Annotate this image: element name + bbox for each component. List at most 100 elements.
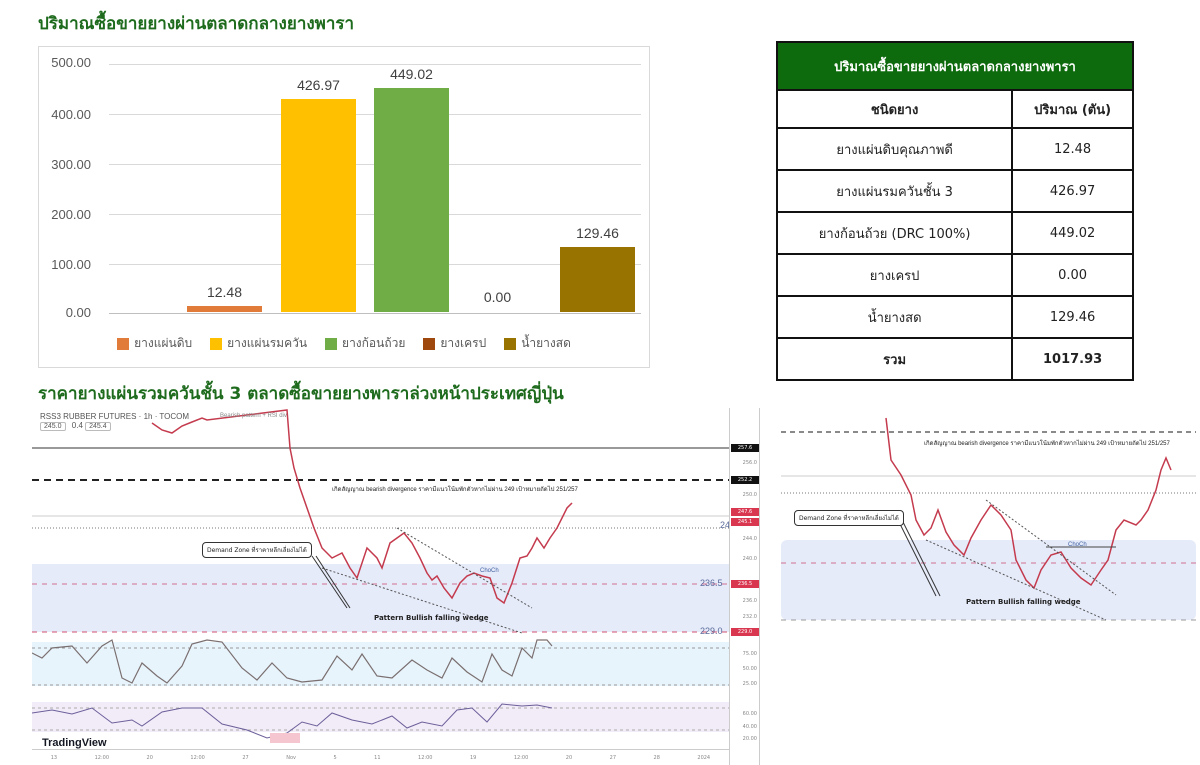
price-tick: 20.00	[742, 736, 757, 742]
legend-item: น้ำยางสด	[504, 334, 571, 353]
bar-raw-sheet	[187, 306, 262, 312]
legend-swatch	[423, 337, 436, 350]
cell-volume: 12.48	[1011, 127, 1134, 171]
time-tick: 11	[374, 754, 381, 761]
cell-type: ยางแผ่นรมควันชั้น 3	[775, 169, 1014, 213]
price-tick: 232.0	[742, 614, 757, 620]
price-tag: 252.2	[731, 476, 759, 484]
bid-box[interactable]: 245.0	[40, 422, 66, 431]
column-header-type: ชนิดยาง	[775, 89, 1014, 129]
y-tick: 300.00	[51, 157, 91, 172]
price-tick: 75.00	[742, 651, 757, 657]
table-title: ปริมาณซื้อขายยางผ่านตลาดกลางยางพารา	[776, 41, 1134, 91]
volume-table: ปริมาณซื้อขายยางผ่านตลาดกลางยางพารา ชนิด…	[775, 41, 1134, 381]
demand-zone-callout: Demand Zone ที่ราคาหลีกเลี่ยงไม่ได้	[794, 510, 904, 526]
indicator-note: Bearish pattern + RSI div	[220, 413, 287, 419]
table-row: น้ำยางสด 129.46	[775, 295, 1134, 339]
price-tick: 236.0	[742, 598, 757, 604]
cell-volume: 0.00	[1011, 253, 1134, 297]
time-tick: 27	[242, 754, 249, 761]
bar-value-label: 0.00	[483, 289, 512, 305]
y-tick: 100.00	[51, 257, 91, 272]
legend-swatch	[117, 337, 130, 350]
legend-item: ยางเครป	[423, 334, 486, 353]
legend-label: ยางก้อนถ้วย	[342, 336, 406, 350]
price-tick: 244.0	[742, 536, 757, 542]
price-tick: 256.0	[742, 460, 757, 466]
bar-chart: 500.00 400.00 300.00 200.00 100.00 0.00 …	[38, 46, 650, 368]
legend-label: ยางแผ่นรมควัน	[227, 336, 308, 350]
y-tick: 400.00	[51, 107, 91, 122]
pattern-label: Pattern Bullish falling wedge	[966, 598, 1081, 606]
table-total-row: รวม 1017.93	[775, 337, 1134, 381]
legend-swatch	[325, 337, 338, 350]
time-tick: 20	[146, 754, 153, 761]
bar-value-label: 129.46	[576, 225, 619, 241]
futures-chart-title: ราคายางแผ่นรวมควันชั้น 3 ตลาดซื้อขายยางพ…	[38, 384, 564, 404]
level-240: 240	[720, 520, 736, 530]
column-header-volume: ปริมาณ (ตัน)	[1011, 89, 1134, 129]
time-tick: 12:00	[418, 754, 433, 761]
zoomed-chart-graphics	[781, 417, 1196, 621]
legend-item: ยางแผ่นดิบ	[117, 334, 192, 353]
time-tick: 12:00	[513, 754, 529, 761]
price-tick: 240.0	[742, 556, 757, 562]
bar-value-label: 426.97	[297, 77, 340, 93]
time-tick: 27	[609, 754, 617, 761]
spread-label: 0.4	[71, 421, 83, 430]
y-tick: 0.00	[65, 305, 91, 320]
ask-box[interactable]: 245.4	[85, 422, 111, 431]
time-tick: 12:00	[94, 754, 110, 761]
time-tick: 2024	[697, 754, 711, 761]
tradingview-logo: TradingView	[42, 737, 107, 749]
legend-swatch	[210, 337, 223, 350]
total-value: 1017.93	[1011, 337, 1134, 381]
cell-volume: 449.02	[1011, 211, 1134, 255]
legend-item: ยางก้อนถ้วย	[325, 334, 405, 353]
price-tag: 245.1	[731, 518, 759, 526]
y-tick: 500.00	[51, 55, 91, 70]
price-chart-graphics	[32, 409, 730, 743]
symbol-label: RSS3 RUBBER FUTURES · 1h · TOCOM	[40, 412, 190, 421]
choch-label: ChoCh	[480, 568, 499, 574]
divergence-note: เกิดสัญญาณ bearish divergence ราคามีแนวโ…	[332, 487, 578, 493]
price-tag: 229.0	[731, 628, 759, 636]
bar-chart-title: ปริมาณซื้อขายยางผ่านตลาดกลางยางพารา	[38, 14, 355, 34]
tradingview-chart-main[interactable]: RSS3 RUBBER FUTURES · 1h · TOCOM 245.0 0…	[32, 408, 760, 765]
divergence-note: เกิดสัญญาณ bearish divergence ราคามีแนวโ…	[924, 441, 1170, 447]
time-axis[interactable]: 13 12:00 20 12:00 27 Nov 5 11 12:00 19 1…	[32, 749, 729, 765]
y-tick: 200.00	[51, 207, 91, 222]
cell-type: ยางก้อนถ้วย (DRC 100%)	[775, 211, 1014, 255]
bar-cup-lump	[374, 88, 449, 312]
legend-label: น้ำยางสด	[521, 336, 571, 350]
choch-label: ChoCh	[1068, 542, 1087, 548]
time-tick: 20	[565, 754, 573, 761]
legend-item: ยางแผ่นรมควัน	[210, 334, 307, 353]
gridline	[109, 64, 641, 65]
cell-type: ยางแผ่นดิบคุณภาพดี	[775, 127, 1014, 171]
chart-legend: ยางแผ่นดิบ ยางแผ่นรมควัน ยางก้อนถ้วย ยาง…	[39, 334, 649, 353]
x-axis-line	[109, 313, 641, 314]
legend-label: ยางเครป	[440, 336, 487, 350]
legend-swatch	[504, 337, 517, 350]
price-tick: 250.0	[742, 492, 757, 498]
cell-type: ยางเครป	[775, 253, 1014, 297]
demand-zone-callout: Demand Zone ที่ราคาหลีกเลี่ยงไม่ได้	[202, 542, 312, 558]
table-row: ยางแผ่นดิบคุณภาพดี 12.48	[775, 127, 1134, 171]
time-tick: 5	[333, 754, 337, 761]
bar-ribbed-smoked-sheet	[281, 99, 356, 312]
price-tag: 257.6	[731, 444, 759, 452]
price-tick: 40.00	[742, 724, 757, 730]
price-tick: 25.00	[742, 681, 757, 687]
time-tick: 12:00	[190, 754, 205, 761]
price-tag: 236.5	[731, 580, 759, 588]
cell-volume: 129.46	[1011, 295, 1134, 339]
tradingview-chart-zoomed[interactable]: เกิดสัญญาณ bearish divergence ราคามีแนวโ…	[776, 410, 1200, 670]
level-229: 229.0	[700, 626, 723, 636]
level-236-5: 236.5	[700, 578, 723, 588]
price-tick: 60.00	[742, 711, 757, 717]
legend-label: ยางแผ่นดิบ	[134, 336, 193, 350]
cell-type: น้ำยางสด	[775, 295, 1014, 339]
price-axis[interactable]: 257.6 252.2 247.6 245.1 236.5 229.0 256.…	[729, 408, 759, 765]
table-row: ยางก้อนถ้วย (DRC 100%) 449.02	[775, 211, 1134, 255]
